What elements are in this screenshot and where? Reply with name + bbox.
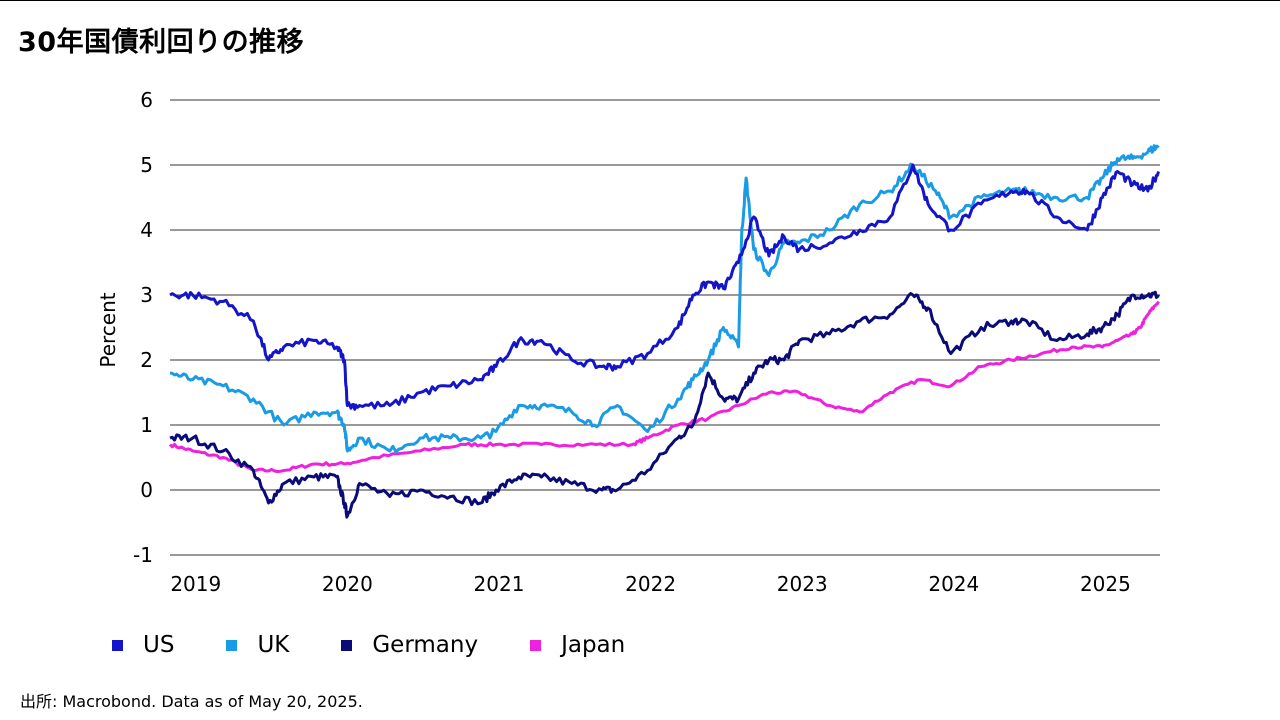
x-tick-label: 2024 <box>928 572 979 596</box>
legend-swatch <box>226 639 238 651</box>
legend: US UK Germany Japan <box>112 630 677 660</box>
legend-item-uk: UK <box>226 632 289 658</box>
y-tick-label: 3 <box>140 283 153 307</box>
legend-swatch <box>341 639 353 651</box>
y-tick-label: 6 <box>140 88 153 112</box>
y-tick-label: -1 <box>133 543 153 567</box>
top-rule <box>0 0 1280 1</box>
x-tick-label: 2019 <box>170 572 221 596</box>
x-tick-label: 2023 <box>777 572 828 596</box>
y-tick-labels: 6 5 4 3 2 1 0 -1 <box>133 88 153 567</box>
gridlines <box>170 99 1160 556</box>
x-tick-label: 2020 <box>322 572 373 596</box>
x-tick-label: 2021 <box>474 572 525 596</box>
series-lines <box>168 144 1160 519</box>
y-tick-label: 5 <box>140 153 153 177</box>
y-tick-label: 4 <box>140 218 153 242</box>
x-tick-labels: 2019 2020 2021 2022 2023 2024 2025 <box>170 572 1131 596</box>
x-tick-label: 2022 <box>625 572 676 596</box>
legend-swatch <box>530 639 542 651</box>
legend-item-germany: Germany <box>341 632 478 658</box>
legend-item-japan: Japan <box>530 632 625 658</box>
y-axis-label: Percent <box>96 292 120 367</box>
series-line-germany <box>169 290 1160 519</box>
y-tick-label: 1 <box>140 413 153 437</box>
series-line-uk <box>169 144 1160 454</box>
legend-swatch <box>112 639 123 651</box>
x-tick-label: 2025 <box>1080 572 1131 596</box>
legend-label: US <box>143 632 175 658</box>
legend-label: Germany <box>372 632 479 658</box>
legend-label: UK <box>257 632 290 658</box>
source-note: 出所: Macrobond. Data as of May 20, 2025. <box>20 692 363 711</box>
series-line-us <box>169 163 1160 411</box>
y-tick-label: 0 <box>140 478 153 502</box>
legend-item-us: US <box>112 632 174 658</box>
legend-label: Japan <box>561 632 626 658</box>
series-line-japan <box>168 300 1160 474</box>
chart-title: 30年国債利回りの推移 <box>18 27 305 58</box>
y-tick-label: 2 <box>140 348 153 372</box>
